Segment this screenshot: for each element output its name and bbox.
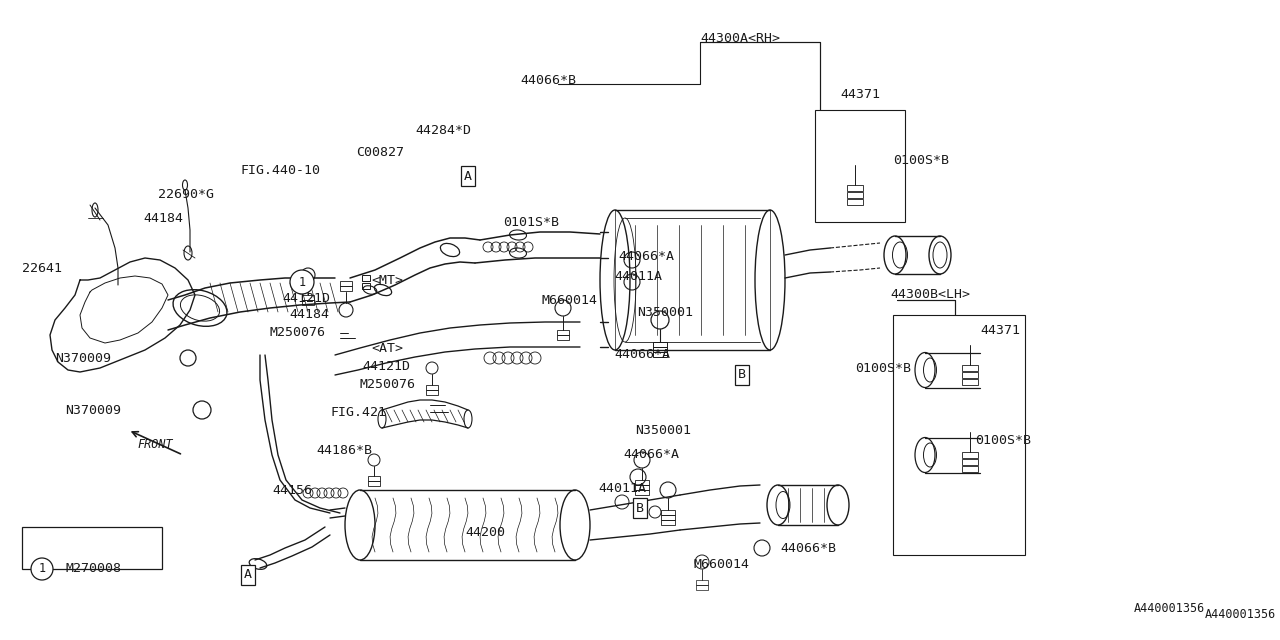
- Text: M660014: M660014: [692, 559, 749, 572]
- Text: 44121D: 44121D: [282, 291, 330, 305]
- Text: 44066*A: 44066*A: [618, 250, 675, 262]
- Bar: [426, 390, 438, 395]
- Text: 44300B<LH>: 44300B<LH>: [890, 289, 970, 301]
- Bar: [557, 335, 570, 340]
- Bar: [653, 352, 667, 357]
- Bar: [302, 295, 314, 300]
- Text: 44066*A: 44066*A: [623, 449, 678, 461]
- Bar: [963, 459, 978, 465]
- Text: <MT>: <MT>: [371, 273, 403, 287]
- Text: 44371: 44371: [980, 323, 1020, 337]
- Bar: [369, 476, 380, 481]
- Bar: [696, 585, 708, 590]
- Bar: [660, 510, 675, 515]
- Bar: [847, 192, 863, 198]
- Text: N350001: N350001: [637, 305, 692, 319]
- Text: 44011A: 44011A: [614, 271, 662, 284]
- Text: FRONT: FRONT: [137, 438, 173, 451]
- Bar: [340, 286, 352, 291]
- Text: A440001356: A440001356: [1134, 602, 1204, 615]
- Text: N370009: N370009: [65, 403, 122, 417]
- Bar: [963, 379, 978, 385]
- Text: 1: 1: [38, 563, 46, 575]
- Text: FIG.421: FIG.421: [330, 406, 387, 419]
- Text: B: B: [739, 369, 746, 381]
- Text: 44186*B: 44186*B: [316, 444, 372, 456]
- Text: 44284*D: 44284*D: [415, 124, 471, 136]
- Bar: [696, 580, 708, 585]
- Bar: [635, 490, 649, 495]
- Bar: [893, 315, 1025, 555]
- Bar: [362, 275, 370, 281]
- Bar: [963, 452, 978, 458]
- Text: M250076: M250076: [360, 378, 416, 392]
- Bar: [847, 185, 863, 191]
- Text: A: A: [244, 568, 252, 582]
- Circle shape: [31, 558, 52, 580]
- Text: 22641: 22641: [22, 262, 61, 275]
- Text: 0100S*B: 0100S*B: [893, 154, 948, 166]
- Text: 0101S*B: 0101S*B: [503, 216, 559, 228]
- Bar: [963, 466, 978, 472]
- Text: 1: 1: [298, 275, 306, 289]
- Text: N370009: N370009: [55, 351, 111, 365]
- Text: 44066*A: 44066*A: [614, 349, 669, 362]
- Bar: [653, 347, 667, 352]
- Text: A440001356: A440001356: [1204, 609, 1276, 621]
- Text: 44121D: 44121D: [362, 360, 410, 372]
- Text: M270008: M270008: [65, 563, 122, 575]
- Bar: [653, 342, 667, 347]
- Bar: [22, 527, 163, 569]
- Bar: [963, 365, 978, 371]
- Bar: [815, 110, 905, 222]
- Text: 44066*B: 44066*B: [780, 541, 836, 554]
- Text: 0100S*B: 0100S*B: [975, 433, 1030, 447]
- Text: N350001: N350001: [635, 424, 691, 436]
- Text: 44066*B: 44066*B: [520, 74, 576, 86]
- Bar: [340, 281, 352, 286]
- Bar: [660, 520, 675, 525]
- Bar: [369, 481, 380, 486]
- Text: C00827: C00827: [356, 147, 404, 159]
- Text: 22690*G: 22690*G: [157, 189, 214, 202]
- Text: 44011A: 44011A: [598, 481, 646, 495]
- Bar: [557, 330, 570, 335]
- Text: M250076: M250076: [270, 326, 326, 339]
- Text: B: B: [636, 502, 644, 515]
- Text: 44156: 44156: [273, 483, 312, 497]
- Bar: [660, 515, 675, 520]
- Bar: [362, 283, 370, 289]
- Text: 44371: 44371: [840, 88, 881, 102]
- Text: 44300A<RH>: 44300A<RH>: [700, 31, 780, 45]
- Text: 44200: 44200: [465, 527, 506, 540]
- Bar: [847, 199, 863, 205]
- Text: FIG.440-10: FIG.440-10: [241, 163, 320, 177]
- Bar: [635, 480, 649, 485]
- Bar: [635, 485, 649, 490]
- Text: <AT>: <AT>: [371, 342, 403, 355]
- Bar: [302, 300, 314, 305]
- Text: 44184: 44184: [143, 211, 183, 225]
- Bar: [426, 385, 438, 390]
- Circle shape: [291, 270, 314, 294]
- Text: M660014: M660014: [541, 294, 596, 307]
- Text: A: A: [465, 170, 472, 182]
- Text: 0100S*B: 0100S*B: [855, 362, 911, 374]
- Bar: [963, 372, 978, 378]
- Text: 44184: 44184: [289, 308, 329, 321]
